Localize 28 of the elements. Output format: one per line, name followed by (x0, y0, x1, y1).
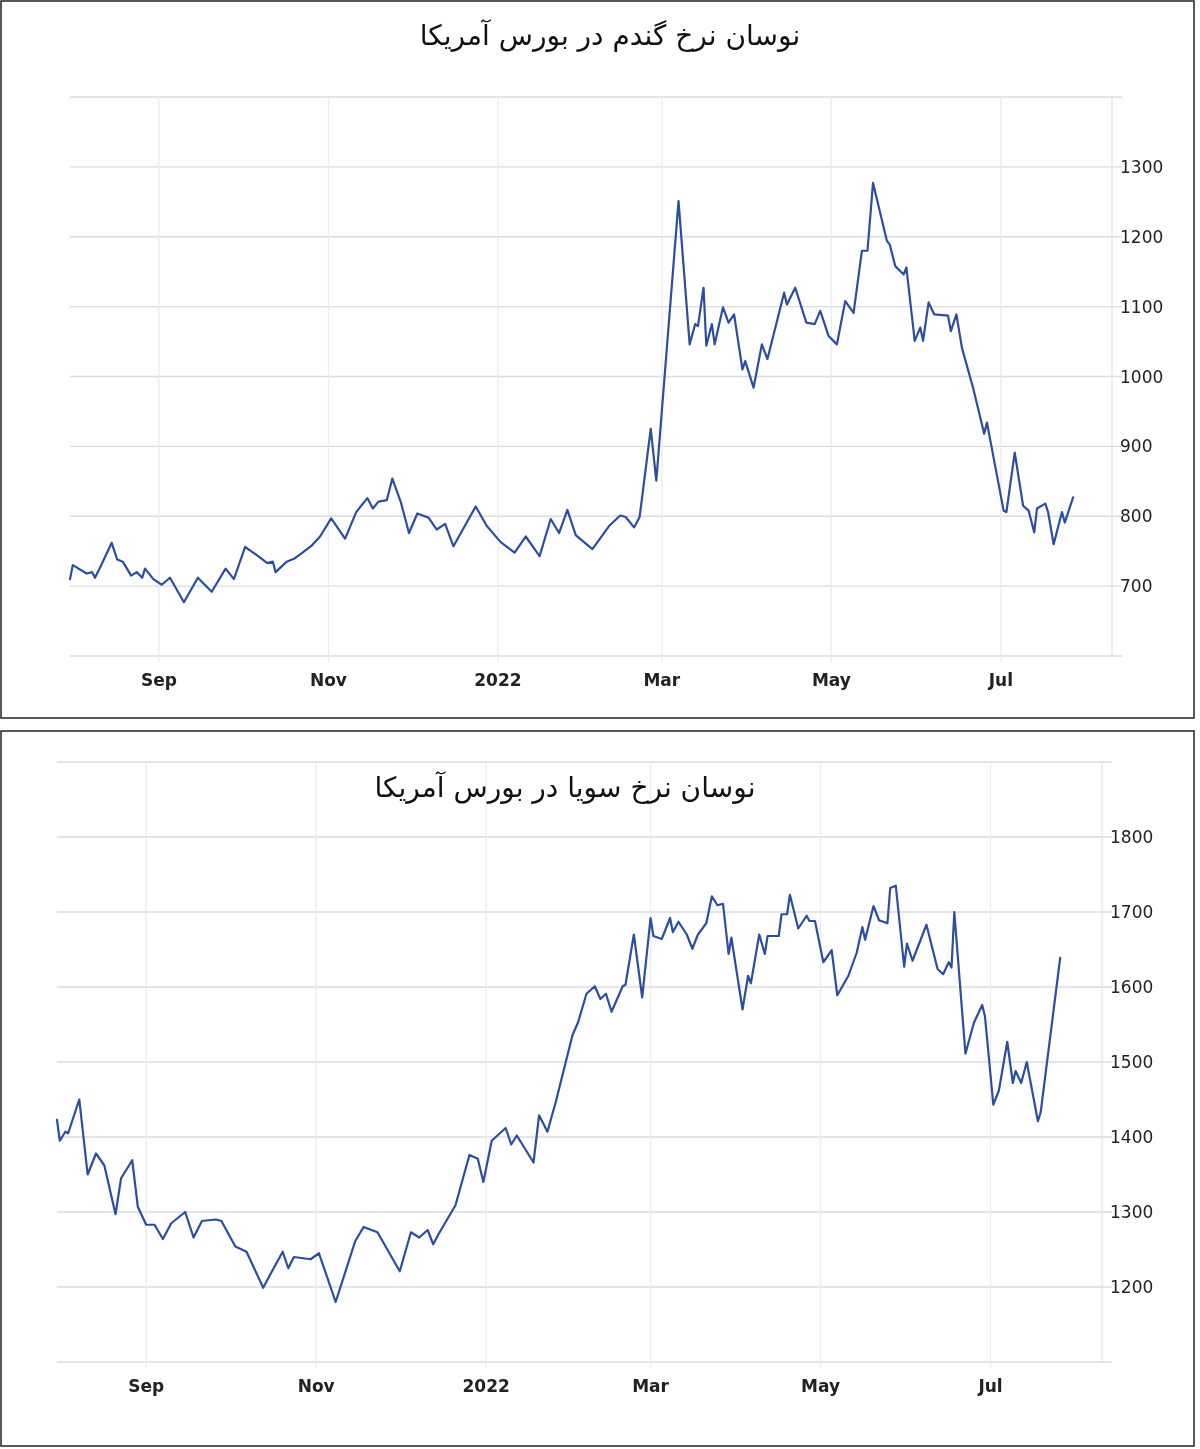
x-tick-label: Sep (140, 670, 177, 690)
x-tick-label: 2022 (462, 1376, 510, 1396)
y-tick-label: 1400 (1110, 1127, 1154, 1147)
x-tick-label: Nov (309, 670, 347, 690)
y-tick-label: 1800 (1110, 827, 1154, 847)
y-tick-label: 1200 (1110, 1277, 1154, 1297)
y-tick-label: 1600 (1110, 977, 1154, 997)
y-tick-label: 900 (1120, 436, 1153, 457)
chart-title: نوسان نرخ گندم در بورس آمریکا (419, 19, 801, 52)
y-tick-label: 1500 (1110, 1052, 1154, 1072)
y-tick-label: 1200 (1120, 226, 1164, 247)
x-tick-label: Sep (128, 1376, 165, 1396)
x-tick-label: Mar (632, 1376, 670, 1396)
x-tick-label: Jul (977, 1376, 1003, 1396)
x-tick-label: Mar (643, 670, 681, 690)
chart-title: نوسان نرخ سویا در بورس آمریکا (374, 771, 756, 804)
y-tick-label: 1000 (1120, 366, 1164, 387)
y-tick-label: 800 (1120, 506, 1153, 527)
y-tick-label: 700 (1120, 576, 1153, 597)
x-tick-label: Jul (987, 670, 1013, 690)
y-tick-label: 1300 (1120, 156, 1164, 177)
x-tick-label: May (811, 670, 851, 690)
y-tick-label: 1700 (1110, 902, 1154, 922)
y-tick-label: 1100 (1120, 296, 1164, 317)
x-tick-label: 2022 (474, 670, 522, 690)
x-tick-label: May (801, 1376, 841, 1396)
x-tick-label: Nov (297, 1376, 335, 1396)
y-tick-label: 1300 (1110, 1202, 1154, 1222)
